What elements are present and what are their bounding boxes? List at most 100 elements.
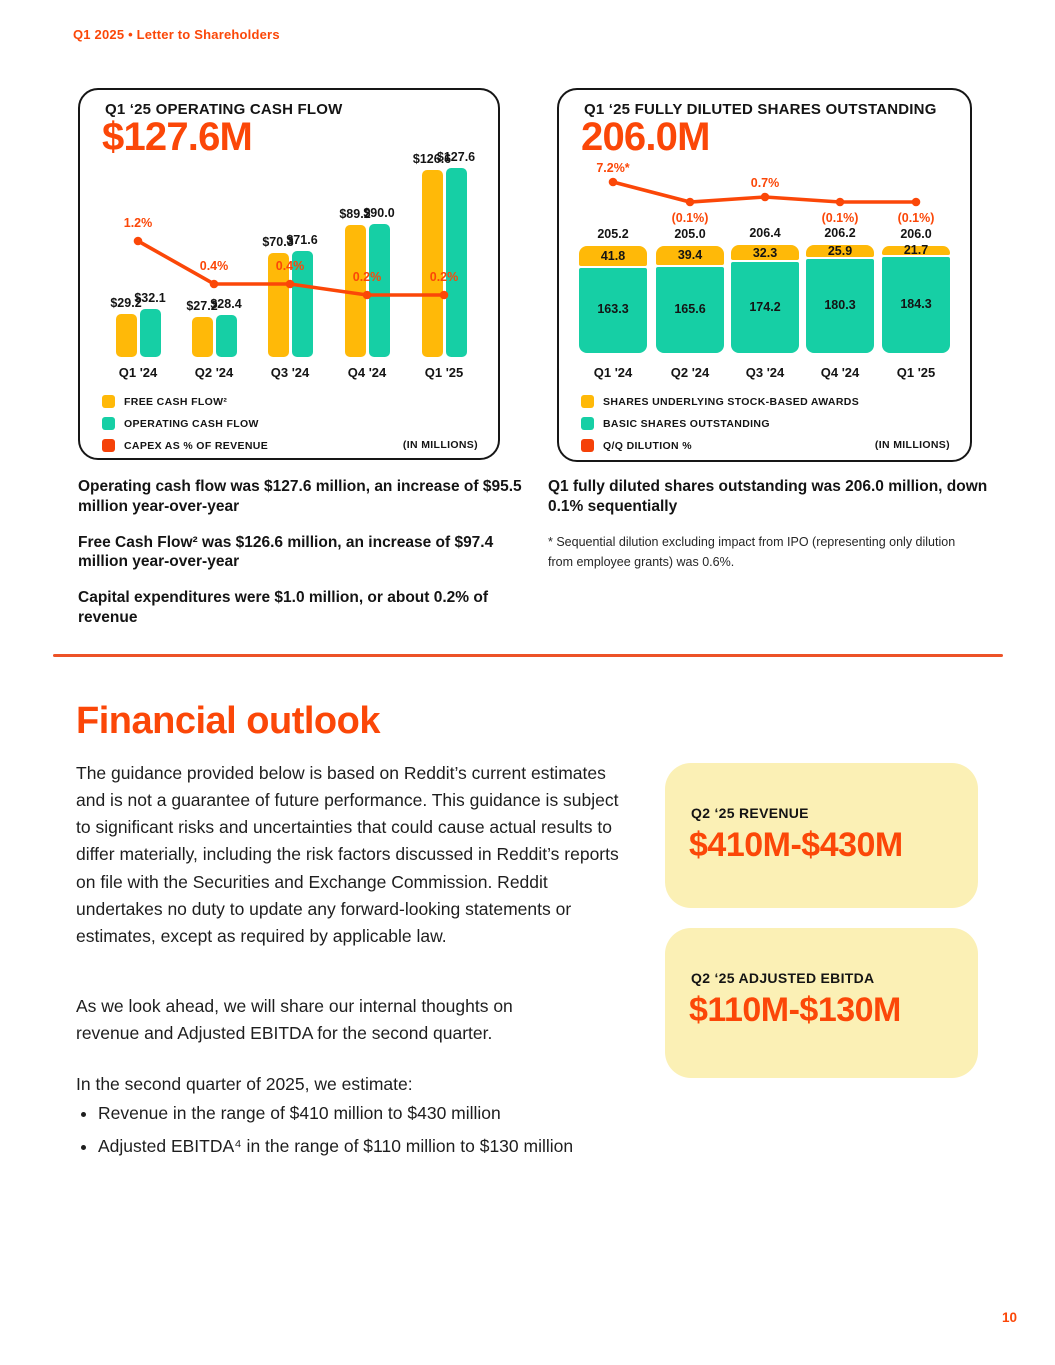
- bar-value-label: $32.1: [134, 291, 166, 305]
- legend-item-line: Q/Q DILUTION %: [581, 439, 950, 452]
- legend-item-series-1: FREE CASH FLOW²: [102, 395, 478, 408]
- chart-headline: 206.0M: [581, 115, 710, 159]
- basic-value-label: 163.3: [597, 302, 629, 317]
- revenue-guidance-card: Q2 ‘25 REVENUE $410M-$430M: [665, 763, 978, 908]
- bar-value-label: $90.0: [363, 206, 395, 220]
- legend-label: Q/Q DILUTION %: [603, 439, 692, 452]
- guidance-value: $110M-$130M: [689, 991, 901, 1029]
- x-axis-label: Q4 '24: [347, 365, 387, 380]
- summary-statement: Q1 fully diluted shares outstanding was …: [548, 478, 988, 515]
- legend-swatch: [102, 417, 115, 430]
- bar-basic-shares: [731, 262, 799, 353]
- legend-item-series-1: SHARES UNDERLYING STOCK-BASED AWARDS: [581, 395, 950, 408]
- line-value-label: 0.4%: [275, 259, 305, 273]
- legend-label: FREE CASH FLOW²: [124, 395, 228, 408]
- total-value-label: 206.2: [824, 226, 856, 241]
- legend-label: OPERATING CASH FLOW: [124, 417, 259, 430]
- bar-free-cash-flow: [421, 170, 443, 357]
- basic-value-label: 165.6: [674, 301, 706, 316]
- guidance-label: Q2 ‘25 REVENUE: [691, 805, 809, 821]
- awards-value-label: 39.4: [677, 248, 703, 263]
- line-value-label: 1.2%: [123, 216, 153, 230]
- x-axis-label: Q2 '24: [194, 365, 234, 380]
- bar-free-cash-flow: [344, 225, 366, 357]
- legend-swatch: [102, 439, 115, 452]
- bar-stock-awards: [882, 245, 950, 255]
- line-value-label: (0.1%): [897, 211, 935, 225]
- bar-basic-shares: [882, 256, 950, 353]
- operating-cash-flow-chart: $29.2 $32.1 Q1 '24 $27.2 $28.4 Q2 '24 $70.3 $71…: [78, 88, 500, 460]
- section-heading: Financial outlook: [76, 700, 380, 742]
- bar-operating-cash-flow: [139, 309, 161, 357]
- trend-point: [760, 192, 770, 202]
- basic-value-label: 184.3: [900, 296, 932, 311]
- bar-stock-awards: [806, 245, 874, 257]
- x-axis-label: Q3 '24: [270, 365, 310, 380]
- line-value-label: (0.1%): [671, 211, 709, 225]
- bar-stock-awards: [731, 245, 799, 261]
- total-value-label: 206.4: [749, 226, 781, 241]
- legend-swatch: [581, 395, 594, 408]
- bar-value-label: $27.2: [186, 299, 218, 313]
- x-axis-label: Q2 '24: [670, 365, 710, 380]
- total-value-label: 206.0: [900, 226, 932, 241]
- basic-value-label: 174.2: [749, 299, 781, 314]
- summary-statement: Free Cash Flow² was $126.6 million, an i…: [78, 533, 494, 571]
- units-note: (IN MILLIONS): [874, 439, 950, 451]
- bar-value-label: $28.4: [210, 297, 242, 311]
- awards-value-label: 41.8: [600, 248, 626, 263]
- trend-point: [608, 177, 618, 187]
- bar-value-label: $126.6: [412, 152, 452, 166]
- outlook-paragraph: In the second quarter of 2025, we estima…: [76, 1074, 413, 1094]
- x-axis-label: Q1 '24: [593, 365, 633, 380]
- bar-basic-shares: [656, 266, 724, 353]
- page-number: 10: [1002, 1310, 1018, 1325]
- x-axis-label: Q1 '25: [896, 365, 936, 380]
- bar-basic-shares: [579, 267, 647, 353]
- x-axis-label: Q4 '24: [820, 365, 860, 380]
- ebitda-guidance-card: Q2 ‘25 ADJUSTED EBITDA $110M-$130M: [665, 928, 978, 1078]
- line-value-label: 0.7%: [750, 176, 780, 190]
- bar-value-label: $89.2: [339, 207, 371, 221]
- line-value-label: 7.2%*: [596, 161, 630, 175]
- legend-label: CAPEX AS % OF REVENUE: [124, 439, 269, 452]
- line-value-label: 0.2%: [429, 270, 459, 284]
- fully-diluted-shares-chart: 41.8 163.3 205.2 Q1 '24 39.4 165.6 205.0 Q2 '24…: [557, 88, 972, 462]
- x-axis-label: Q3 '24: [745, 365, 785, 380]
- legend-label: SHARES UNDERLYING STOCK-BASED AWARDS: [603, 395, 860, 408]
- bar-operating-cash-flow: [368, 224, 390, 357]
- bar-operating-cash-flow: [215, 315, 237, 357]
- trend-point: [685, 197, 695, 207]
- legend-item-series-2: BASIC SHARES OUTSTANDING: [581, 417, 950, 430]
- bar-free-cash-flow: [115, 314, 137, 357]
- footnote: * Sequential dilution excluding impact f…: [548, 534, 956, 569]
- trend-point: [911, 197, 921, 207]
- cash-flow-summary: Operating cash flow was $127.6 million, …: [78, 477, 528, 644]
- trend-point: [209, 279, 219, 289]
- legend-item-series-2: OPERATING CASH FLOW: [102, 417, 478, 430]
- page-header: Q1 2025 • Letter to Shareholders: [73, 27, 280, 42]
- trend-point: [835, 197, 845, 207]
- line-value-label: 0.2%: [352, 270, 382, 284]
- chart-legend: SHARES UNDERLYING STOCK-BASED AWARDS BASI…: [581, 395, 950, 461]
- trend-point: [133, 236, 143, 246]
- bar-basic-shares: [806, 258, 874, 353]
- legend-swatch: [581, 417, 594, 430]
- x-axis-label: Q1 '25: [424, 365, 464, 380]
- total-value-label: 205.0: [674, 227, 706, 242]
- operating-cash-flow-plot: $29.2 $32.1 Q1 '24 $27.2 $28.4 Q2 '24 $70.3 $71…: [80, 90, 498, 458]
- awards-value-label: 25.9: [827, 244, 853, 259]
- line-value-label: 0.4%: [199, 259, 229, 273]
- estimate-list: Revenue in the range of $410 million to …: [98, 1100, 638, 1167]
- basic-value-label: 180.3: [824, 297, 856, 312]
- chart-title: Q1 ‘25 OPERATING CASH FLOW: [105, 101, 343, 118]
- bar-stock-awards: [579, 246, 647, 266]
- bar-stock-awards: [656, 246, 724, 265]
- outlook-paragraph: As we look ahead, we will share our inte…: [76, 996, 513, 1044]
- bar-value-label: $29.2: [110, 296, 142, 310]
- list-item: Adjusted EBITDA⁴ in the range of $110 mi…: [98, 1133, 638, 1159]
- units-note: (IN MILLIONS): [402, 439, 478, 451]
- bar-operating-cash-flow: [445, 168, 467, 357]
- guidance-label: Q2 ‘25 ADJUSTED EBITDA: [691, 970, 875, 986]
